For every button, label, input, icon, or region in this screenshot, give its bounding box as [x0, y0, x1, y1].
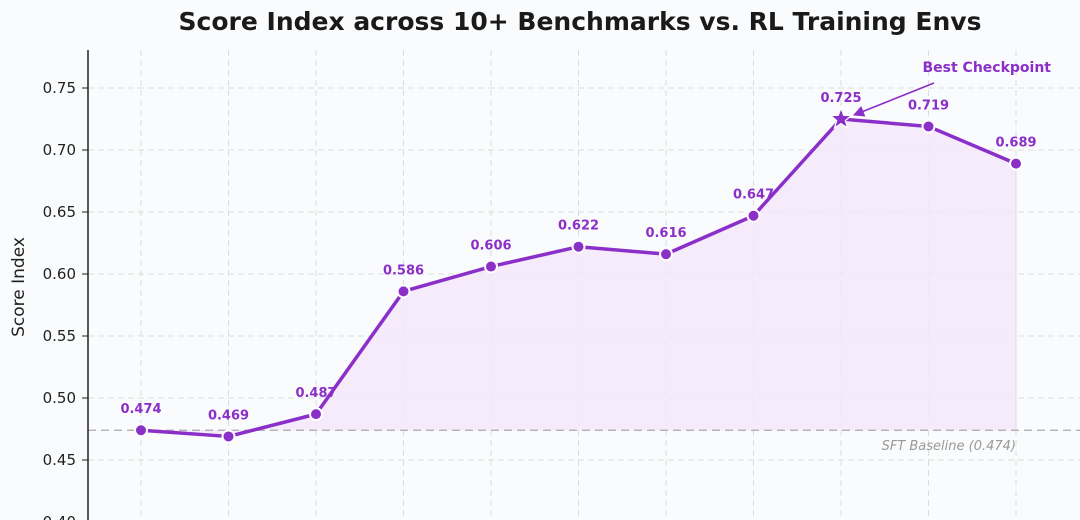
baseline-label: SFT Baseline (0.474): [882, 439, 1016, 454]
y-tick-label: 0.55: [43, 327, 76, 345]
data-label: 0.474: [120, 402, 161, 417]
data-point: [309, 407, 323, 422]
data-labels: 0.474 0.469 0.487 0.586 0.606 0.622 0.616 0.647…: [120, 91, 1036, 423]
y-tick-label: 0.45: [43, 451, 76, 469]
data-label: 0.606: [470, 239, 511, 254]
chart-title: Score Index across 10+ Benchmarks vs. RL…: [179, 7, 982, 36]
data-label: 0.719: [908, 98, 949, 113]
y-axis: 0.40 0.45 0.50 0.55 0.60 0.65 0.70 0.75: [43, 50, 89, 520]
area-fill: [141, 119, 1017, 437]
data-point: [396, 284, 411, 299]
data-point: [659, 247, 673, 262]
annotation-arrow: [852, 82, 935, 117]
annotation-label: Best Checkpoint: [922, 60, 1051, 76]
data-point: [134, 423, 148, 438]
y-tick-label: 0.70: [43, 141, 76, 159]
data-label: 0.469: [208, 408, 249, 423]
y-axis-label: Score Index: [9, 237, 29, 337]
baseline: SFT Baseline (0.474): [88, 429, 1080, 454]
data-label: 0.616: [645, 226, 686, 241]
data-point: [746, 208, 761, 223]
data-label: 0.689: [995, 136, 1036, 151]
data-point: [1009, 156, 1023, 171]
y-tick-label: 0.50: [43, 389, 76, 407]
data-label: 0.487: [295, 386, 336, 401]
y-tick-label: 0.60: [43, 265, 76, 283]
data-label: 0.622: [558, 219, 599, 234]
area-path: [141, 119, 1016, 437]
data-point: [484, 259, 498, 274]
data-label: 0.725: [820, 91, 861, 106]
data-label: 0.647: [733, 188, 774, 203]
data-point: [571, 239, 586, 254]
y-tick-label: 0.65: [43, 203, 76, 221]
data-label: 0.586: [383, 263, 424, 278]
y-tick-label: 0.75: [43, 79, 76, 97]
best-point-star: [828, 106, 854, 130]
markers: [134, 106, 1023, 444]
annotation: Best Checkpoint: [852, 60, 1051, 117]
data-point: [921, 119, 936, 134]
y-tick-label: 0.40: [43, 513, 76, 520]
data-point: [221, 429, 236, 444]
